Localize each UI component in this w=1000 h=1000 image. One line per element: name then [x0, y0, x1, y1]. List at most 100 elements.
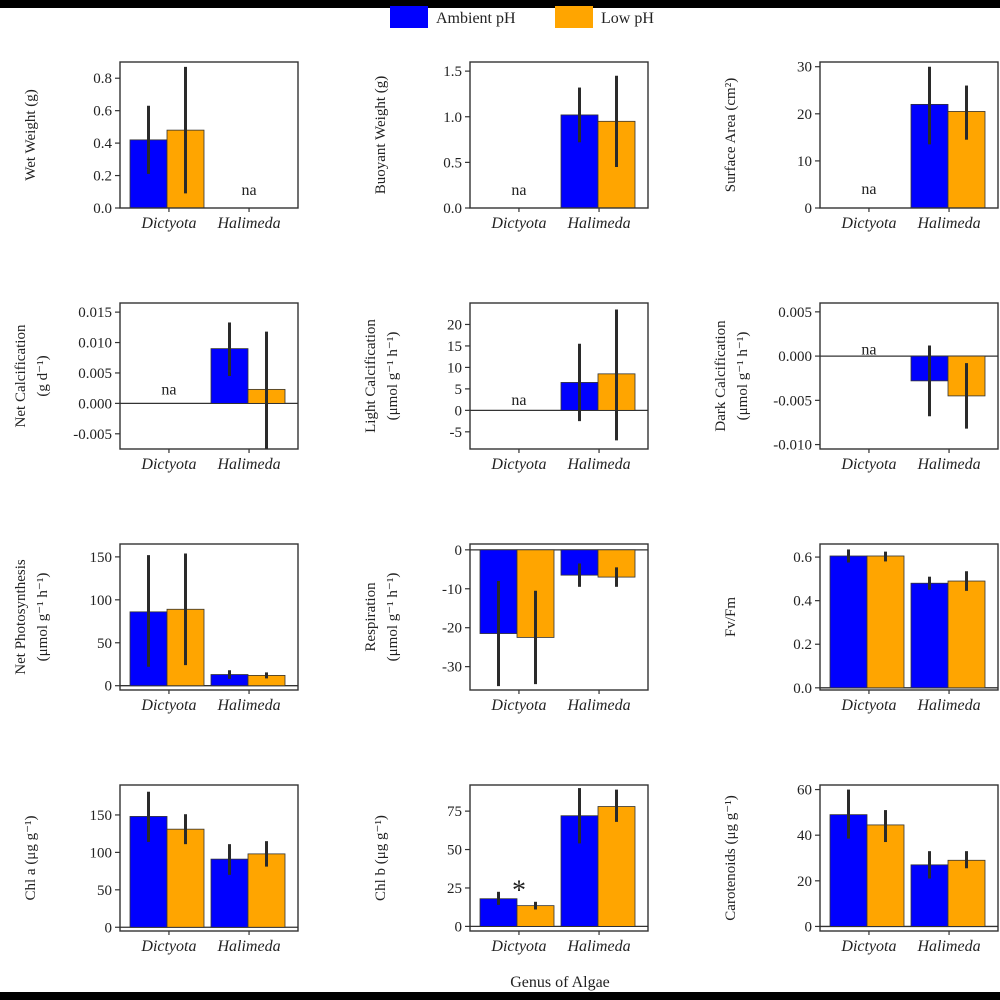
legend-label-ambient: Ambient pH: [436, 10, 516, 27]
plot-border: [119, 543, 299, 691]
bar-halimeda-ambient: [910, 582, 949, 689]
plot-border: [819, 302, 999, 450]
bottom-band: [0, 992, 1000, 1000]
y-tick-label: 1.5: [443, 64, 462, 80]
x-tick-label-halimeda: Halimeda: [916, 456, 980, 473]
x-tick-label-halimeda: Halimeda: [566, 938, 630, 955]
y-tick-label: 0.000: [778, 349, 812, 365]
y-axis-title: Net Calcification: [13, 324, 29, 427]
bar-halimeda-low: [947, 580, 986, 689]
y-tick-label: 0.5: [443, 155, 462, 171]
plot-border: [119, 302, 299, 450]
y-axis-title: Chl a (μg g⁻¹): [23, 815, 39, 900]
y-tick-label: -5: [450, 425, 463, 441]
plot-border: [469, 61, 649, 209]
y-tick-label: -0.010: [773, 438, 812, 454]
x-tick-label-halimeda: Halimeda: [216, 456, 280, 473]
y-axis-title: (μmol g⁻¹ h⁻¹): [385, 573, 401, 662]
plot-border: [819, 543, 999, 691]
y-tick-label: 0: [805, 201, 813, 217]
y-axis-title: (μmol g⁻¹ h⁻¹): [35, 573, 51, 662]
x-tick-label-dictyota: Dictyota: [840, 456, 896, 473]
chart-panel-9: 0.0 0.2 0.4 0.6 Dictyota Halimeda Fv/Fm: [723, 543, 999, 714]
y-tick-label: 50: [97, 883, 112, 899]
y-tick-label: 100: [90, 845, 113, 861]
na-label: na: [861, 341, 876, 358]
chart-panel-8: -30 -20 -10 0 Dictyota Halimeda Respiration (μm…: [363, 543, 649, 714]
significance-marker: *: [512, 876, 526, 907]
y-axis-title: Carotenoids (μg g⁻¹): [723, 795, 739, 920]
y-tick-label: 0.015: [78, 305, 112, 321]
chart-panel-3: 0 10 20 30 Dictyota Halimeda na Surface Area (c…: [723, 60, 999, 232]
x-tick-label-halimeda: Halimeda: [916, 697, 980, 714]
na-label: na: [161, 381, 176, 398]
y-tick-label: 0.6: [793, 550, 812, 566]
y-tick-label: 0: [105, 679, 113, 695]
plot-border: [119, 61, 299, 209]
plot-border: [469, 784, 649, 932]
chart-panel-10: 0 50 100 150 Dictyota Halimeda Chl a (μg g⁻¹): [23, 784, 299, 955]
x-tick-label-dictyota: Dictyota: [490, 697, 546, 714]
y-tick-label: 20: [797, 107, 812, 123]
na-label: na: [511, 392, 526, 409]
y-axis-title: Light Calcification: [363, 319, 379, 433]
y-tick-label: 100: [90, 593, 113, 609]
y-axis-title: Chl b (μg g⁻¹): [373, 815, 389, 901]
chart-panel-1: 0.0 0.2 0.4 0.6 0.8 Dictyota Halimeda na Wet Wei…: [23, 61, 299, 232]
na-label: na: [241, 182, 256, 199]
y-tick-label: 5: [455, 382, 463, 398]
y-tick-label: 10: [797, 154, 812, 170]
bar-halimeda-low: [947, 859, 986, 927]
y-tick-label: 0.005: [78, 366, 112, 382]
x-tick-label-halimeda: Halimeda: [916, 938, 980, 955]
y-tick-label: 10: [447, 360, 462, 376]
y-axis-title: Dark Calcification: [713, 320, 729, 432]
y-axis-title: Wet Weight (g): [23, 89, 39, 180]
y-axis-title: (g d⁻¹): [35, 355, 51, 396]
y-tick-label: 0: [455, 919, 463, 935]
y-tick-label: 0.010: [78, 336, 112, 352]
chart-panel-4: -0.005 0.000 0.005 0.010 0.015 Dictyota Halime…: [13, 302, 299, 473]
y-tick-label: 20: [797, 874, 812, 890]
y-tick-label: 0.2: [93, 169, 112, 185]
y-tick-label: 0: [455, 543, 463, 559]
y-tick-label: 0.8: [93, 71, 112, 87]
y-axis-title: Surface Area (cm²): [723, 78, 739, 192]
x-tick-label-dictyota: Dictyota: [490, 456, 546, 473]
x-tick-label-dictyota: Dictyota: [140, 215, 196, 232]
y-tick-label: -0.005: [73, 427, 112, 443]
y-tick-label: 30: [797, 60, 812, 76]
plot-border: [469, 302, 649, 450]
global-x-axis-title: Genus of Algae: [510, 974, 610, 991]
x-tick-label-dictyota: Dictyota: [140, 697, 196, 714]
y-tick-label: 1.0: [443, 110, 462, 126]
chart-panel-2: 0.0 0.5 1.0 1.5 Dictyota Halimeda na Buoyant We…: [373, 61, 649, 232]
y-tick-label: 25: [447, 881, 462, 897]
chart-panel-12: 0 20 40 60 Dictyota Halimeda Carotenoids (μg g…: [723, 783, 999, 955]
y-tick-label: 0: [805, 919, 813, 935]
x-tick-label-halimeda: Halimeda: [566, 456, 630, 473]
x-tick-label-halimeda: Halimeda: [216, 938, 280, 955]
y-tick-label: 15: [447, 339, 462, 355]
y-tick-label: 0: [455, 403, 463, 419]
x-tick-label-dictyota: Dictyota: [840, 215, 896, 232]
y-tick-label: -20: [442, 621, 462, 637]
y-axis-title: (μmol g⁻¹ h⁻¹): [735, 332, 751, 421]
legend-swatch-ambient: [390, 6, 428, 28]
y-tick-label: 20: [447, 317, 462, 333]
y-tick-label: 0.0: [793, 681, 812, 697]
bar-dictyota-ambient: [829, 555, 868, 689]
chart-panel-7: 0 50 100 150 Dictyota Halimeda Net Photosynthe…: [13, 543, 299, 714]
y-tick-label: 150: [90, 550, 113, 566]
x-tick-label-halimeda: Halimeda: [566, 697, 630, 714]
y-axis-title: Respiration: [363, 582, 379, 652]
plot-border: [819, 61, 999, 209]
y-axis-title: Fv/Fm: [723, 597, 739, 637]
plot-border: [819, 784, 999, 932]
x-tick-label-dictyota: Dictyota: [840, 938, 896, 955]
x-tick-label-dictyota: Dictyota: [140, 456, 196, 473]
plot-border: [469, 543, 649, 691]
y-tick-label: 75: [447, 804, 462, 820]
chart-panel-5: -5 0 5 10 15 20 Dictyota Halimeda na Light Calcif…: [363, 302, 649, 473]
